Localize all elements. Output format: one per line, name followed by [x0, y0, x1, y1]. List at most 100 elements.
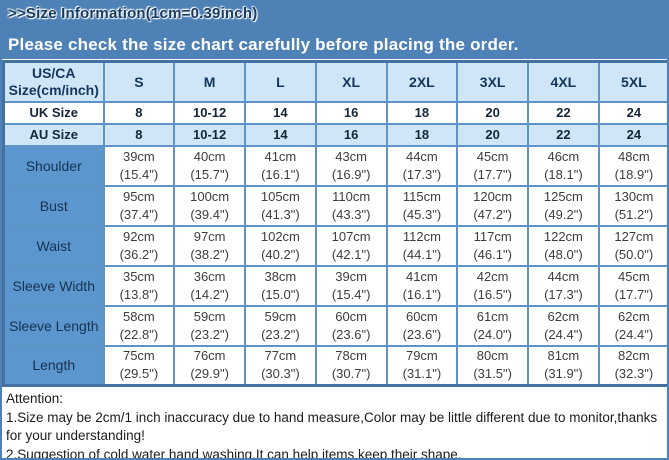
measure-inch: (30.3"): [261, 366, 300, 382]
size-row-value: 18: [385, 100, 459, 125]
measure-inch: (23.6"): [402, 326, 442, 342]
measure-cm: 41cm: [405, 268, 438, 284]
measure-cm: 127cm: [614, 228, 654, 244]
measure-cm: 115cm: [402, 188, 441, 204]
measure-inch: (36.2"): [119, 246, 159, 262]
measure-cell: 59cm (23.2"): [173, 304, 246, 347]
measure-cell: 41cm (16.1"): [244, 144, 317, 187]
measure-cell: 77cm (30.3"): [244, 344, 317, 387]
size-row: AU Size 8 10-12 14 16 18 20 22 24: [2, 122, 667, 147]
measure-cell: 127cm (50.0"): [597, 224, 667, 267]
measure-cm: 79cm: [405, 348, 438, 364]
measure-inch: (40.2"): [261, 246, 300, 262]
measure-inch: (24.0"): [473, 326, 512, 342]
header-corner-cell: US/CA Size(cm/inch): [2, 60, 105, 103]
measure-cell: 48cm (18.9"): [597, 144, 667, 187]
measure-inch: (42.1"): [331, 246, 371, 262]
measure-cm: 62cm: [547, 308, 580, 324]
measure-cm: 45cm: [476, 148, 509, 164]
size-col-header: 5XL: [597, 60, 667, 103]
size-col-header: S: [102, 60, 176, 103]
measure-cell: 92cm (36.2"): [102, 224, 176, 267]
row-label: Sleeve Width: [2, 264, 105, 307]
measure-cm: 44cm: [547, 268, 580, 284]
measure-inch: (47.2"): [473, 206, 512, 222]
measure-cell: 95cm (37.4"): [102, 184, 176, 227]
measure-cm: 39cm: [335, 268, 368, 284]
measure-inch: (30.7"): [331, 366, 371, 382]
measure-cell: 79cm (31.1"): [385, 344, 459, 387]
measure-cell: 39cm (15.4"): [102, 144, 176, 187]
row-label: Sleeve Length: [2, 304, 105, 347]
measure-cm: 130cm: [614, 188, 654, 204]
measure-inch: (50.0"): [614, 246, 654, 262]
measure-cm: 117cm: [473, 228, 512, 244]
measure-cell: 35cm (13.8"): [102, 264, 176, 307]
measure-inch: (44.1"): [402, 246, 442, 262]
measure-inch: (48.0"): [544, 246, 583, 262]
size-row-value: 18: [385, 122, 459, 147]
measure-inch: (51.2"): [614, 206, 654, 222]
measure-inch: (17.7"): [614, 286, 654, 302]
row-label: Shoulder: [2, 144, 105, 187]
measure-cell: 45cm (17.7"): [456, 144, 529, 187]
measure-inch: (31.9"): [544, 366, 583, 382]
measure-cell: 117cm (46.1"): [456, 224, 529, 267]
size-row-value: 22: [527, 100, 600, 125]
measure-cm: 40cm: [193, 148, 226, 164]
measure-inch: (31.5"): [473, 366, 512, 382]
measure-cm: 75cm: [122, 348, 155, 364]
size-row-value: 24: [597, 122, 667, 147]
measure-inch: (23.2"): [190, 326, 229, 342]
measure-cell: 107cm (42.1"): [314, 224, 388, 267]
attention-note: Attention: 1.Size may be 2cm/1 inch inac…: [2, 387, 667, 460]
row-label: Bust: [2, 184, 105, 227]
measure-cm: 43cm: [335, 148, 368, 164]
banner-title: >>Size Information(1cm=0.39inch): [8, 5, 258, 22]
measure-inch: (29.5"): [119, 366, 159, 382]
measure-cm: 81cm: [547, 348, 580, 364]
measure-inch: (23.2"): [261, 326, 300, 342]
measure-cell: 80cm (31.5"): [456, 344, 529, 387]
measure-cm: 38cm: [264, 268, 297, 284]
corner-line-1: US/CA: [31, 64, 76, 81]
measure-cm: 77cm: [264, 348, 297, 364]
size-row-value: 22: [527, 122, 600, 147]
measure-cm: 125cm: [543, 188, 583, 204]
measure-cell: 110cm (43.3"): [314, 184, 388, 227]
measure-cm: 92cm: [122, 228, 155, 244]
measure-cell: 100cm (39.4"): [173, 184, 246, 227]
measure-cell: 39cm (15.4"): [314, 264, 388, 307]
measure-cell: 59cm (23.2"): [244, 304, 317, 347]
measure-cm: 107cm: [331, 228, 371, 244]
size-row-value: 8: [102, 100, 176, 125]
attention-heading: Attention:: [6, 391, 64, 406]
measure-cm: 80cm: [476, 348, 509, 364]
measure-cell: 61cm (24.0"): [456, 304, 529, 347]
measure-inch: (18.9"): [614, 166, 654, 182]
measure-inch: (41.3"): [261, 206, 300, 222]
measure-cm: 100cm: [190, 188, 230, 204]
measure-cell: 112cm (44.1"): [385, 224, 459, 267]
size-row-value: 10-12: [173, 122, 246, 147]
measure-cm: 61cm: [476, 308, 509, 324]
size-col-header: 2XL: [385, 60, 459, 103]
size-row-label: UK Size: [2, 100, 105, 125]
measure-inch: (38.2"): [190, 246, 229, 262]
measure-cell: 41cm (16.1"): [385, 264, 459, 307]
measure-inch: (17.7"): [473, 166, 512, 182]
measure-cm: 41cm: [264, 148, 297, 164]
measure-inch: (46.1"): [473, 246, 512, 262]
size-row-value: 20: [456, 122, 529, 147]
row-label: Waist: [2, 224, 105, 267]
header-row: US/CA Size(cm/inch) S M L XL 2XL 3XL 4XL 5XL: [2, 60, 667, 103]
attention-line-2: 2.Suggestion of cold water hand washing.…: [6, 446, 462, 460]
measure-inch: (22.8"): [119, 326, 159, 342]
measure-cell: 58cm (22.8"): [102, 304, 176, 347]
size-row-value: 8: [102, 122, 176, 147]
measure-inch: (23.6"): [331, 326, 371, 342]
attention-line-1: 1.Size may be 2cm/1 inch inaccuracy due …: [6, 409, 658, 444]
measure-cm: 59cm: [193, 308, 226, 324]
size-table: US/CA Size(cm/inch) S M L XL 2XL 3XL 4XL 5XL UK S…: [2, 60, 667, 387]
